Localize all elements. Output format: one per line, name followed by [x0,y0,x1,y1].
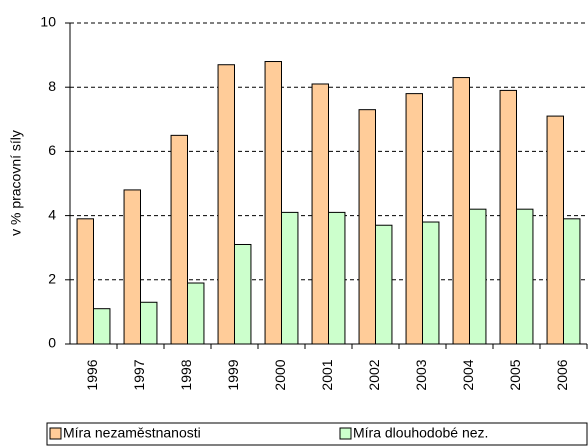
x-tick-label: 1999 [225,359,241,390]
y-tick-label: 10 [40,14,56,30]
x-tick-label: 2005 [507,359,523,390]
bar [76,218,95,345]
bar [499,89,517,345]
bar [140,301,158,345]
y-tick-label: 2 [48,271,56,287]
bar [546,115,564,345]
y-tick-label: 0 [48,335,56,351]
x-tick-label: 2001 [319,359,335,390]
bar [187,282,205,345]
bar [234,243,252,345]
bar [264,61,282,345]
bar [311,83,329,345]
x-tick-label: 1996 [84,359,100,390]
legend-label: Míra nezaměstnanosti [63,425,201,441]
legend-swatch [339,427,352,440]
x-tick-label: 2004 [460,359,476,390]
legend-label: Míra dlouhodobé nez. [353,425,488,441]
legend-swatch [49,427,62,440]
x-tick-label: 2006 [554,359,570,390]
bar [452,77,470,345]
y-tick-label: 6 [48,142,56,158]
y-tick-label: 4 [48,206,56,222]
x-tick-label: 2000 [272,359,288,390]
bar [405,93,423,345]
bar [516,208,534,345]
bar [328,211,346,345]
legend-box [46,422,588,446]
x-tick-label: 2003 [413,359,429,390]
bar [123,189,142,345]
bar [93,308,111,345]
bar [469,208,487,345]
bar [422,221,440,345]
bar [217,64,236,345]
bar [170,134,189,345]
x-tick-label: 1997 [131,359,147,390]
bar [358,109,376,345]
y-tick-label: 8 [48,78,56,94]
bar [281,211,299,345]
x-tick-label: 1998 [178,359,194,390]
x-tick-label: 2002 [366,359,382,390]
bar [375,224,393,345]
bar [563,218,581,345]
y-axis-label: v % pracovní síly [8,130,24,236]
